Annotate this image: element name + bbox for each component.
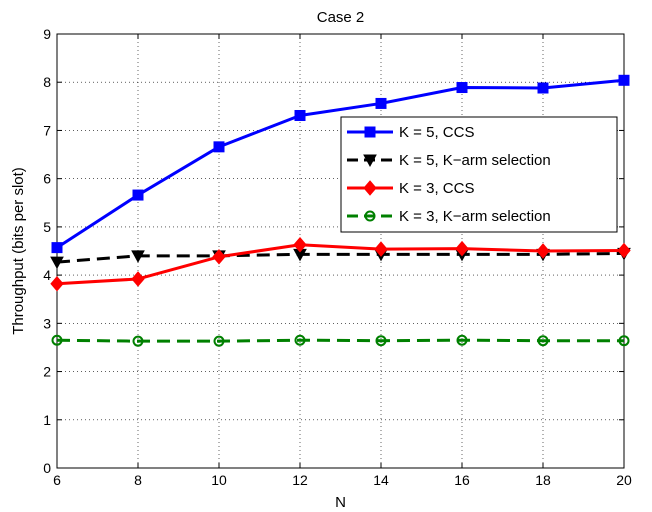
series-1 xyxy=(51,74,630,254)
data-point-diamond xyxy=(374,241,388,257)
data-point-square xyxy=(132,189,144,201)
series-line xyxy=(56,338,624,343)
data-point-diamond xyxy=(293,236,307,253)
legend-label: K = 5, CCS xyxy=(399,124,474,141)
legend-label: K = 5, K−arm selection xyxy=(399,152,551,169)
series-line xyxy=(56,78,625,249)
legend-entry: K = 3, CCS xyxy=(347,180,474,197)
data-point-diamond xyxy=(363,180,377,196)
data-point-triangle xyxy=(50,256,64,270)
data-point-circle xyxy=(375,335,387,347)
legend-entry: K = 5, CCS xyxy=(347,124,474,141)
y-tick-label: 1 xyxy=(43,412,51,428)
x-tick-label: 6 xyxy=(53,472,61,488)
data-point-circle xyxy=(537,335,549,347)
legend-label: K = 3, K−arm selection xyxy=(399,208,551,225)
data-point-square xyxy=(618,74,630,86)
data-point-diamond xyxy=(536,243,550,259)
y-tick-label: 4 xyxy=(43,267,51,283)
x-tick-label: 16 xyxy=(454,472,470,488)
data-point-diamond xyxy=(617,242,631,259)
y-tick-label: 8 xyxy=(43,74,51,90)
data-point-circle xyxy=(51,334,63,346)
y-tick-label: 5 xyxy=(43,219,51,235)
legend-label: K = 3, CCS xyxy=(399,180,474,197)
data-point-square xyxy=(213,141,225,153)
legend-entry: K = 5, K−arm selection xyxy=(347,152,551,169)
x-tick-label: 20 xyxy=(616,472,632,488)
data-point-diamond xyxy=(50,276,64,292)
data-point-square xyxy=(456,82,468,94)
data-point-circle xyxy=(618,335,630,347)
series-4 xyxy=(51,334,630,347)
data-point-diamond xyxy=(455,240,469,257)
data-point-square xyxy=(375,97,387,109)
y-tick-label: 6 xyxy=(43,171,51,187)
chart-title: Case 2 xyxy=(317,9,365,26)
data-point-circle xyxy=(132,335,144,347)
x-tick-label: 14 xyxy=(373,472,389,488)
data-point-diamond xyxy=(212,249,226,265)
data-point-square xyxy=(51,242,63,254)
x-tick-label: 12 xyxy=(292,472,308,488)
data-point-square xyxy=(537,82,549,94)
data-point-square xyxy=(294,109,306,121)
series-3 xyxy=(50,236,631,292)
data-point-circle xyxy=(456,334,468,346)
y-tick-label: 9 xyxy=(43,26,51,42)
series-line xyxy=(56,243,625,286)
y-tick-label: 0 xyxy=(43,460,51,476)
series-line xyxy=(56,251,625,264)
x-axis-label: N xyxy=(335,494,346,511)
y-axis-label: Throughput (bits per slot) xyxy=(10,167,27,335)
data-point-square xyxy=(364,126,376,138)
data-point-circle xyxy=(213,335,225,347)
data-point-circle xyxy=(364,210,376,222)
data-point-circle xyxy=(294,334,306,346)
data-point-triangle xyxy=(363,154,377,168)
y-tick-label: 2 xyxy=(43,364,51,380)
x-tick-label: 8 xyxy=(134,472,142,488)
legend-box xyxy=(340,116,618,233)
legend-entry: K = 3, K−arm selection xyxy=(347,208,551,225)
x-tick-label: 10 xyxy=(211,472,227,488)
data-point-triangle xyxy=(131,250,145,263)
y-tick-label: 7 xyxy=(43,122,51,138)
x-tick-label: 18 xyxy=(535,472,551,488)
legend: K = 5, CCS K = 5, K−arm selection K = 3, C… xyxy=(340,116,618,233)
y-tick-label: 3 xyxy=(43,315,51,331)
data-point-diamond xyxy=(131,271,145,287)
